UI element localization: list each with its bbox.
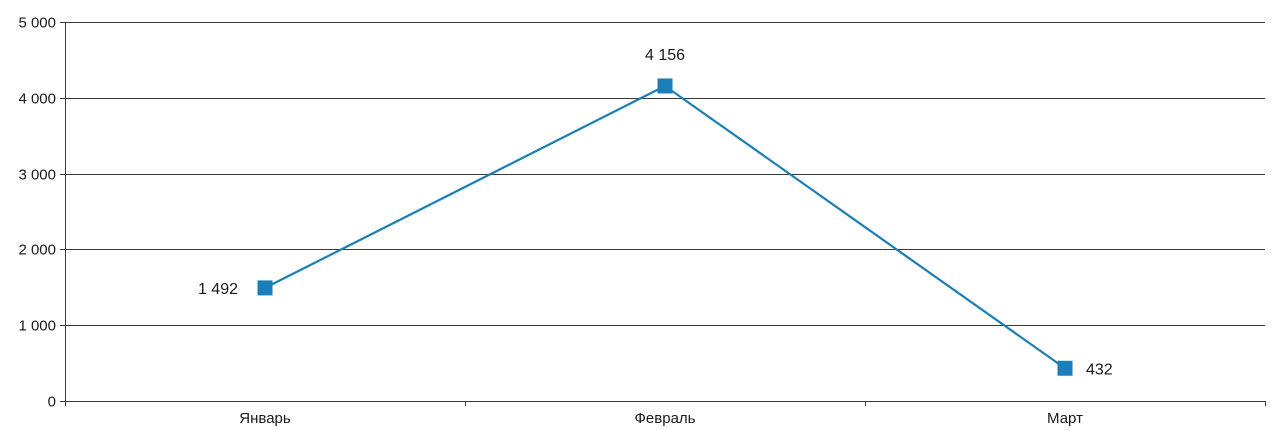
data-point-marker <box>1057 360 1073 376</box>
x-tick-label: Февраль <box>635 410 696 427</box>
data-label: 1 492 <box>198 281 238 298</box>
y-axis-tick-labels: 0 1 000 2 000 3 000 4 000 5 000 <box>18 15 56 411</box>
x-axis-tick-labels: Январь Февраль Март <box>239 410 1083 427</box>
data-labels: 1 492 4 156 432 <box>198 47 1113 378</box>
y-tick-label: 0 <box>48 394 56 411</box>
data-point-marker <box>657 78 673 94</box>
axes <box>60 22 1266 406</box>
y-tick-label: 2 000 <box>18 242 56 259</box>
y-tick-label: 4 000 <box>18 91 56 108</box>
data-label: 432 <box>1086 361 1113 378</box>
data-label: 4 156 <box>645 47 685 64</box>
gridlines <box>65 22 1265 326</box>
x-tick-label: Январь <box>239 410 291 427</box>
y-tick-label: 3 000 <box>18 167 56 184</box>
y-tick-label: 5 000 <box>18 15 56 32</box>
y-tick-label: 1 000 <box>18 318 56 335</box>
data-point-marker <box>257 280 273 296</box>
x-tick-label: Март <box>1047 410 1083 427</box>
series-group <box>257 78 1073 376</box>
